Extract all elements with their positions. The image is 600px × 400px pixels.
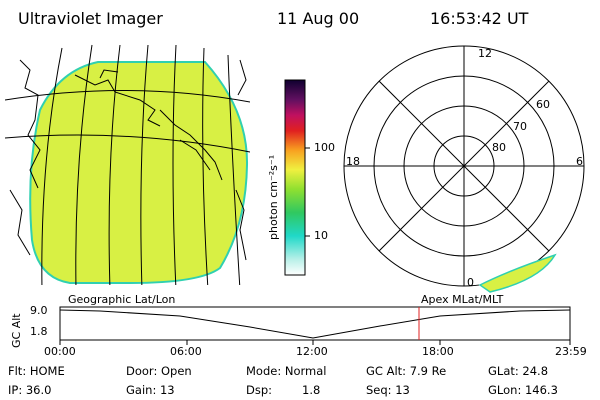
timeline-ytick-1-8: 1.8 <box>30 325 48 338</box>
imager-title: Ultraviolet Imager <box>18 9 163 28</box>
latitude-lines <box>5 90 250 153</box>
status-seq: Seq: 13 <box>366 383 410 397</box>
uv-image-disk <box>29 61 249 284</box>
timeline-ticks <box>59 340 571 345</box>
status-glat: GLat: 24.8 <box>488 364 549 378</box>
timeline-xtick-1800: 18:00 <box>422 345 454 358</box>
lat-label-60: 60 <box>536 98 550 111</box>
timeline-right-title: Apex MLat/MLT <box>421 293 504 306</box>
status-ip: IP: 36.0 <box>8 383 52 397</box>
status-flt: Flt: HOME <box>8 364 65 378</box>
polar-plot <box>343 45 585 287</box>
timeline-left-title: Geographic Lat/Lon <box>68 293 176 306</box>
timeline-axis-label: GC Alt <box>10 313 23 348</box>
altitude-curve <box>59 309 571 339</box>
mlt-label-6: 6 <box>576 155 583 168</box>
status-dsp-label: Dsp: <box>246 383 273 397</box>
timeline-plot <box>59 306 571 345</box>
colorbar-tick-100: 100 <box>314 141 335 154</box>
header-date: 11 Aug 00 <box>277 9 360 28</box>
timeline-xtick-1200: 12:00 <box>296 345 328 358</box>
polar-auroral-fill <box>478 253 557 293</box>
timeline-ytick-9: 9.0 <box>30 304 48 317</box>
timeline-xtick-0000: 00:00 <box>44 345 76 358</box>
status-mode: Mode: Normal <box>246 364 327 378</box>
status-gain: Gain: 13 <box>126 383 175 397</box>
mlt-label-0: 0 <box>467 276 474 289</box>
header-time: 16:53:42 UT <box>430 9 529 28</box>
geographic-image <box>5 44 250 285</box>
colorbar-tick-10: 10 <box>314 229 328 242</box>
coastlines <box>9 59 247 261</box>
status-dsp-value: 1.8 <box>302 383 321 397</box>
longitude-lines <box>41 44 241 285</box>
colorbar <box>284 79 306 276</box>
status-door: Door: Open <box>126 364 192 378</box>
status-glon: GLon: 146.3 <box>488 383 558 397</box>
mlt-label-12: 12 <box>478 47 492 60</box>
mlt-label-18: 18 <box>346 155 360 168</box>
status-gc-alt: GC Alt: 7.9 Re <box>366 364 447 378</box>
lat-label-70: 70 <box>513 120 527 133</box>
colorbar-unit-label: photon cm⁻²s⁻¹ <box>267 154 280 240</box>
colorbar-ticks <box>305 147 310 237</box>
lat-label-80: 80 <box>492 141 506 154</box>
timeline-xtick-0600: 06:00 <box>170 345 202 358</box>
timeline-xtick-2359: 23:59 <box>555 345 587 358</box>
